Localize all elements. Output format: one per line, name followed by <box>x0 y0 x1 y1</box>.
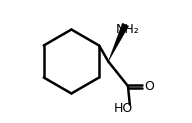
Polygon shape <box>108 23 129 62</box>
Text: O: O <box>144 80 154 93</box>
Text: HO: HO <box>113 102 133 115</box>
Text: NH₂: NH₂ <box>116 23 140 36</box>
